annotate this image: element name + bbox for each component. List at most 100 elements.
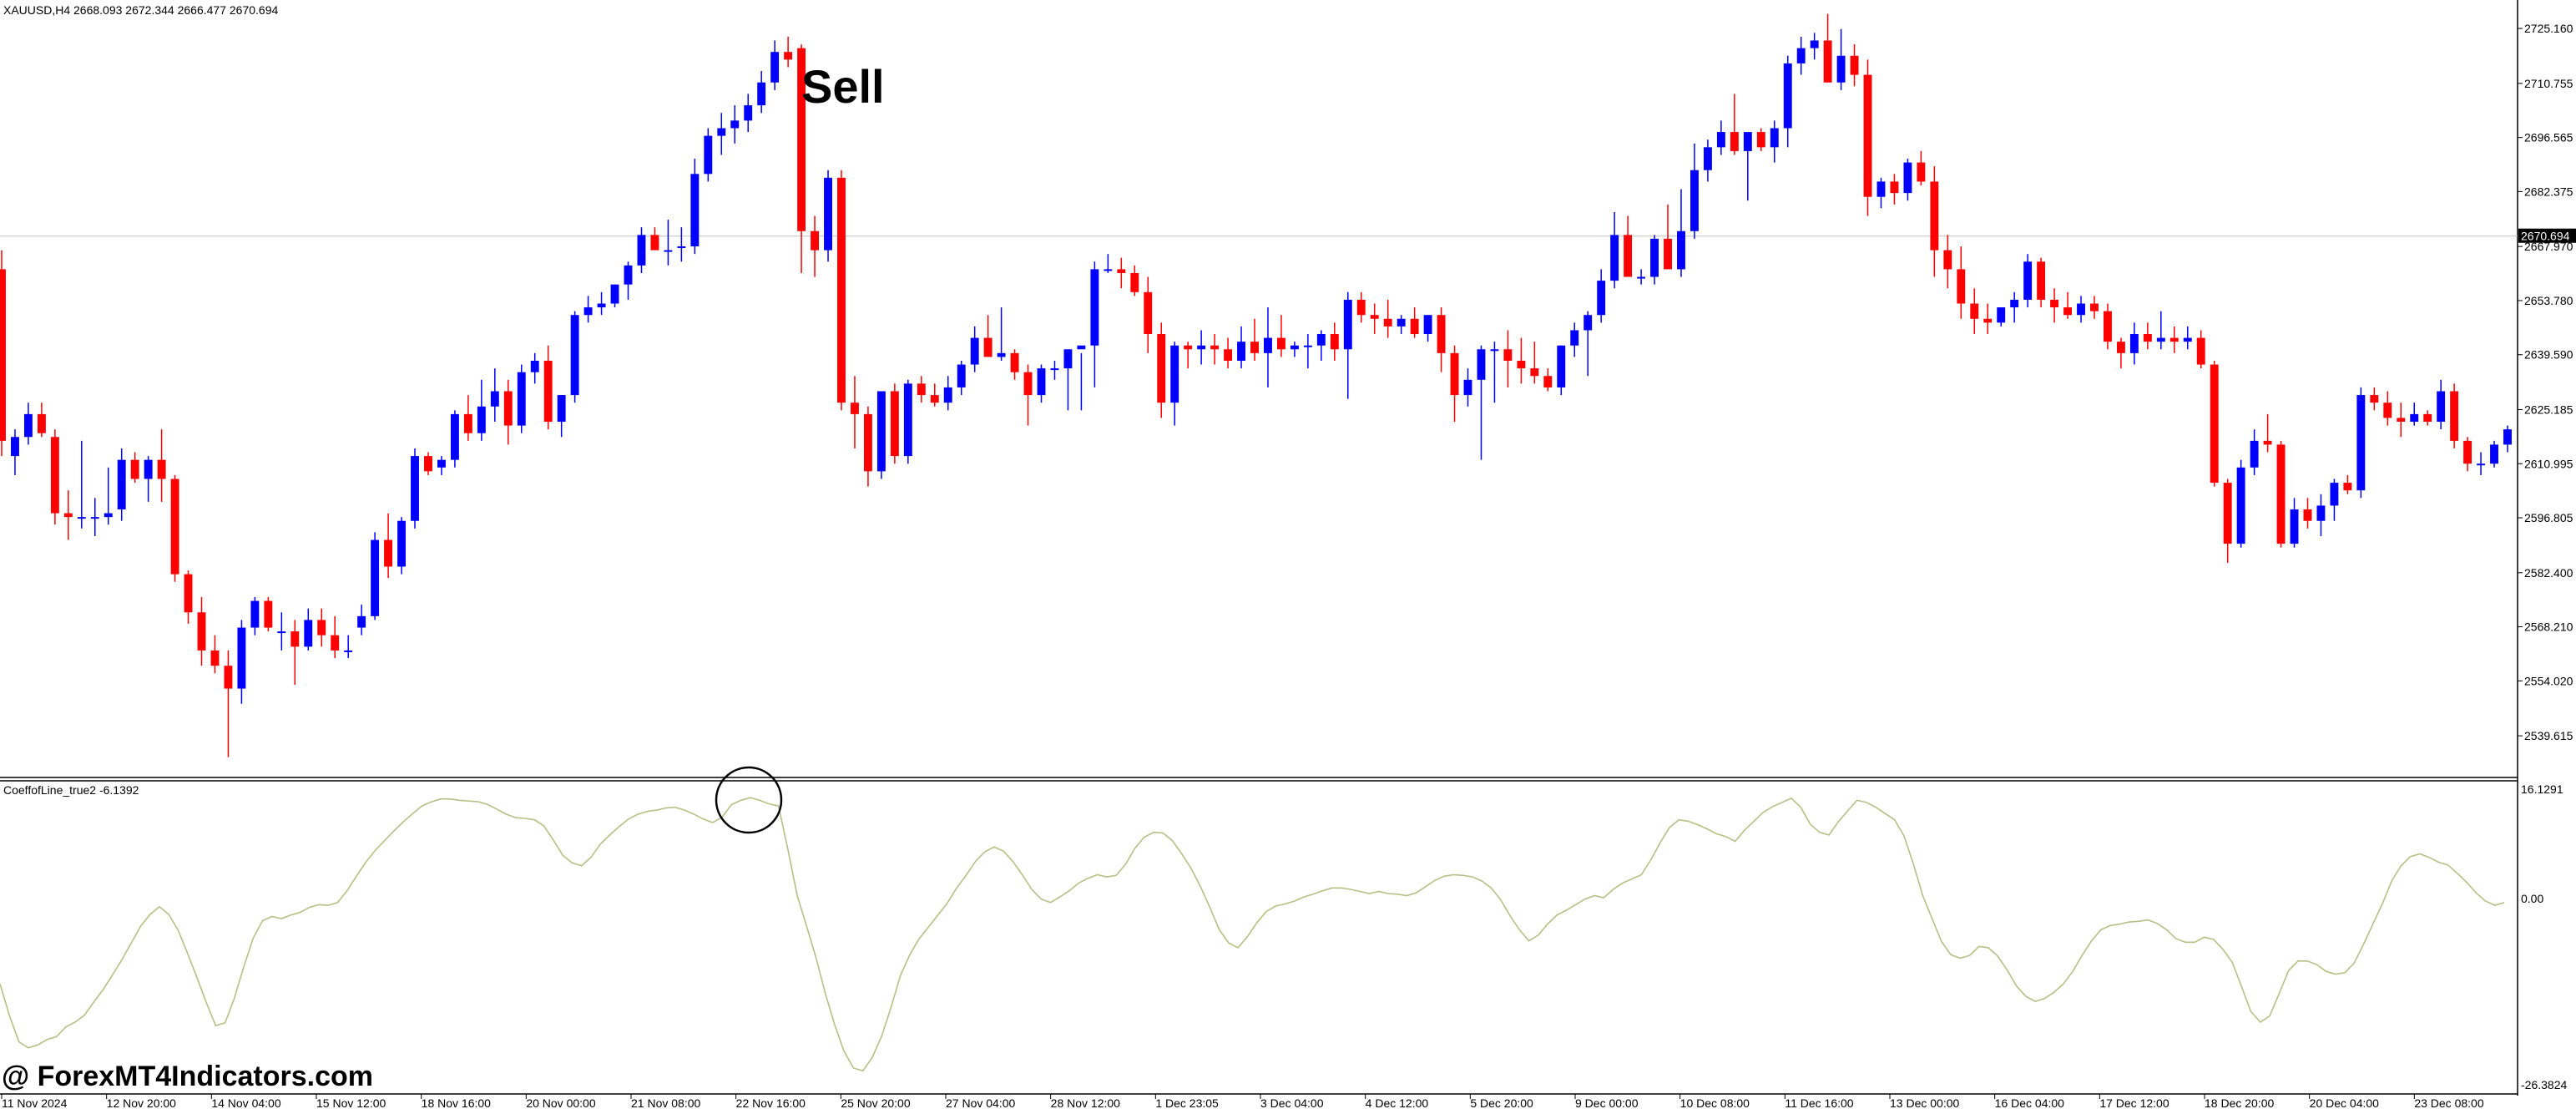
candle: [876, 391, 886, 479]
candle-body: [1543, 376, 1553, 387]
candle: [290, 620, 300, 686]
candle: [2450, 383, 2459, 448]
candle-body: [744, 105, 753, 121]
candle: [610, 284, 619, 308]
candle: [2223, 479, 2232, 563]
candle-body: [1610, 235, 1619, 281]
x-axis-label: 18 Nov 16:00: [422, 1096, 491, 1110]
candle: [2410, 403, 2419, 426]
candle: [1597, 269, 1606, 323]
candle: [1917, 150, 1926, 185]
candle: [197, 597, 206, 666]
candle: [23, 403, 33, 445]
candle: [1756, 128, 1765, 151]
candle: [1610, 211, 1619, 289]
y-axis-label: 2667.970: [2524, 240, 2573, 253]
candle: [1237, 326, 1245, 369]
candle: [1276, 315, 1285, 357]
candle: [983, 315, 993, 357]
candle: [863, 406, 872, 487]
candle-body: [1850, 55, 1859, 75]
candle: [411, 448, 419, 529]
candle-body: [170, 479, 179, 575]
candle: [797, 44, 806, 273]
candle: [1624, 215, 1633, 277]
candle-body: [357, 615, 366, 628]
x-axis-label: 20 Dec 04:00: [2310, 1096, 2379, 1110]
candle: [1410, 307, 1419, 338]
candle-body: [1624, 235, 1633, 277]
candle-body: [610, 284, 619, 304]
candle: [1370, 303, 1379, 335]
candle-body: [1823, 40, 1832, 83]
candle: [1983, 303, 1993, 335]
candle: [2010, 291, 2019, 323]
x-axis-label: 15 Nov 12:00: [316, 1096, 386, 1110]
candle: [2343, 474, 2352, 494]
candle-body: [384, 539, 393, 567]
candle: [583, 296, 593, 323]
candle-body: [970, 337, 979, 365]
candle-body: [2050, 299, 2059, 308]
candle: [2303, 498, 2312, 529]
candle-body: [597, 303, 606, 308]
candle: [1010, 349, 1019, 380]
candle-body: [437, 459, 446, 468]
candle-body: [730, 120, 740, 129]
candle: [371, 532, 380, 620]
candle-body: [90, 517, 99, 519]
indicator-label: CoeffofLine_true2 -6.1392: [3, 783, 139, 797]
candle: [1397, 315, 1406, 335]
candle: [943, 376, 952, 411]
candle: [1836, 28, 1846, 90]
candle: [1077, 345, 1086, 411]
candle-body: [2276, 444, 2286, 544]
candle-body: [104, 513, 113, 518]
candle-body: [184, 574, 193, 613]
candle-body: [2169, 337, 2179, 342]
candle: [1450, 345, 1459, 423]
x-axis-label: 11 Dec 16:00: [1785, 1096, 1853, 1110]
candle: [1890, 174, 1899, 205]
x-axis-label: 4 Dec 12:00: [1366, 1096, 1429, 1110]
y-axis-label: 2596.805: [2524, 511, 2573, 524]
candle: [424, 452, 432, 475]
candle-body: [1637, 276, 1646, 279]
candle-body: [2223, 483, 2232, 544]
candle: [930, 383, 939, 407]
candle: [757, 71, 766, 114]
candle: [1343, 291, 1352, 399]
candle-body: [704, 135, 713, 175]
candle-body: [463, 413, 472, 433]
candle: [1943, 235, 1952, 289]
candle: [650, 227, 659, 251]
candle: [717, 113, 726, 155]
candle-body: [1530, 368, 1539, 377]
candle-body: [2090, 303, 2099, 311]
candle-body: [1037, 368, 1046, 396]
candle: [557, 395, 566, 438]
symbol-info: XAUUSD,H4 2668.093 2672.344 2666.477 267…: [3, 3, 278, 17]
candle-body: [930, 395, 939, 403]
candle-body: [1397, 318, 1406, 327]
candle-body: [450, 413, 459, 460]
candle-body: [1184, 345, 1193, 350]
x-axis-label: 10 Dec 08:00: [1680, 1096, 1750, 1110]
candle-body: [757, 82, 766, 106]
candle: [1503, 330, 1513, 387]
candle-body: [1917, 162, 1926, 182]
candle: [170, 474, 179, 582]
watermark: @ ForexMT4Indicators.com: [2, 1061, 373, 1092]
candle-body: [530, 360, 539, 372]
candle: [1477, 345, 1486, 460]
candle-body: [811, 230, 820, 251]
candle: [2503, 425, 2512, 453]
candle-body: [1503, 349, 1513, 361]
candle: [1303, 334, 1312, 369]
candle-body: [1703, 147, 1712, 170]
candle-body: [1370, 315, 1379, 319]
candle: [77, 440, 86, 529]
candle: [2129, 322, 2139, 365]
candle: [2169, 326, 2179, 353]
candle-body: [50, 437, 59, 514]
